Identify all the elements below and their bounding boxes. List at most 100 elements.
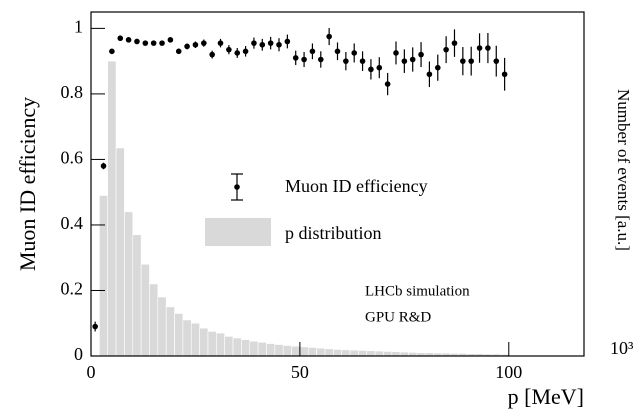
histogram-bar (358, 350, 368, 357)
histogram-bar (241, 339, 251, 357)
annotation: LHCb simulation (365, 283, 470, 299)
data-point (493, 58, 500, 64)
data-point (150, 40, 157, 46)
data-point (468, 58, 474, 64)
histogram-bar (132, 234, 142, 357)
y-tick-label: 1 (74, 17, 83, 37)
data-point (226, 46, 232, 53)
histogram-bar (291, 345, 301, 357)
histogram-bar (199, 327, 209, 357)
histogram-bar (266, 343, 276, 357)
data-point (167, 37, 174, 43)
histogram-bar (165, 306, 175, 357)
data-point (292, 55, 299, 61)
data-point (159, 40, 165, 46)
data-point (343, 58, 349, 64)
data-point (426, 71, 433, 78)
y-axis-label: Muon ID efficiency (15, 97, 40, 271)
data-point (351, 50, 358, 56)
histogram-bar (107, 60, 117, 357)
data-point (476, 45, 483, 51)
histogram-bar (324, 348, 334, 357)
data-point (460, 58, 466, 64)
data-point (100, 163, 107, 169)
histogram-bar (207, 331, 217, 357)
histogram-bar (216, 332, 225, 357)
data-point (384, 81, 391, 87)
data-point (192, 41, 199, 48)
histogram-bar (257, 341, 267, 357)
data-point (209, 51, 215, 58)
legend-label: Muon ID efficiency (285, 176, 428, 196)
histogram-bar (174, 313, 184, 357)
y2-multiplier: 10³ (610, 338, 634, 358)
annotation: GPU R&D (365, 309, 431, 325)
data-point (501, 71, 508, 78)
data-point (125, 37, 132, 43)
data-point (242, 48, 249, 55)
histogram-bar (333, 349, 342, 357)
data-point (451, 40, 458, 46)
histogram-bar (124, 211, 134, 357)
data-point (334, 48, 341, 55)
y2-axis-label: Number of events [a.u.] (614, 89, 633, 251)
legend-marker (234, 184, 240, 190)
data-point (175, 48, 182, 55)
data-point (134, 38, 140, 45)
data-point (217, 40, 224, 46)
data-point (117, 35, 124, 42)
data-point (393, 50, 399, 56)
y-tick-label: 0.6 (61, 148, 84, 168)
histogram-bar (115, 147, 125, 357)
histogram-bar (140, 263, 150, 357)
histogram-bar (316, 347, 326, 357)
x-tick-label: 100 (495, 362, 522, 382)
histogram-bar (299, 346, 309, 357)
histogram-bar (349, 349, 359, 357)
data-point (443, 46, 449, 53)
histogram-bar (341, 349, 351, 357)
x-tick-label: 50 (291, 362, 309, 382)
data-point (301, 56, 307, 63)
data-point (142, 40, 149, 46)
data-point (259, 41, 266, 48)
histogram-bar (307, 347, 317, 357)
y-tick-label: 0.8 (61, 82, 84, 102)
data-point (368, 66, 374, 73)
histogram-bar (374, 350, 384, 357)
histogram-bar (274, 344, 284, 357)
y-tick-label: 0 (74, 344, 83, 364)
x-tick-label: 0 (87, 362, 96, 382)
data-point (276, 41, 282, 48)
data-point (234, 50, 241, 56)
y-tick-label: 0.2 (61, 279, 84, 299)
data-point (401, 58, 408, 64)
data-point (409, 56, 416, 63)
plot-frame (90, 11, 585, 357)
data-point (92, 323, 98, 330)
histogram-bar (249, 340, 259, 357)
histogram-bar (224, 336, 234, 357)
histogram-bar (232, 337, 242, 357)
data-point (434, 64, 441, 71)
data-point (326, 33, 332, 40)
histogram-bar (366, 350, 376, 357)
legend-swatch (205, 218, 271, 246)
x-axis-label: p [MeV] (508, 384, 584, 409)
data-point (109, 48, 115, 55)
data-point (317, 56, 324, 63)
data-point (485, 45, 491, 51)
data-point (267, 40, 274, 46)
histogram-bar (383, 351, 393, 357)
data-point (201, 40, 207, 46)
legend-label: p distribution (285, 223, 382, 243)
histogram-bar (99, 195, 109, 357)
histogram-bar (149, 283, 159, 357)
data-point (184, 43, 190, 50)
data-point (376, 64, 383, 71)
histogram-bar (157, 296, 167, 357)
histogram-bar (182, 319, 192, 357)
histogram-bar (282, 345, 292, 357)
data-point (251, 40, 257, 46)
